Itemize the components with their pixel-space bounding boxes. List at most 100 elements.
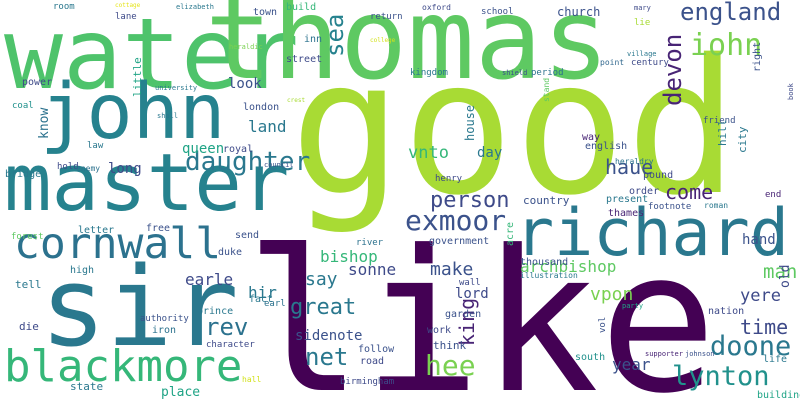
word: person xyxy=(430,188,509,213)
word: hee xyxy=(425,349,476,382)
word: inn xyxy=(304,34,322,45)
word: bridge xyxy=(5,169,41,180)
word: river xyxy=(356,238,384,248)
word: prince xyxy=(197,306,233,317)
word: send xyxy=(235,230,259,241)
word: book xyxy=(787,82,795,100)
word: footnote xyxy=(648,202,691,212)
word: day xyxy=(477,145,502,161)
word: college xyxy=(370,37,396,44)
word: johnson xyxy=(685,350,715,358)
word: london xyxy=(243,102,279,113)
word: earl xyxy=(264,299,286,309)
word: building xyxy=(757,390,800,400)
word: roman xyxy=(704,201,728,210)
word: party xyxy=(622,302,643,310)
word: heraldry xyxy=(615,157,654,166)
word: come xyxy=(665,180,713,204)
word: little xyxy=(131,57,144,97)
word: lord xyxy=(455,286,489,302)
word: sea xyxy=(321,14,349,57)
word: council xyxy=(264,161,294,169)
word: time xyxy=(740,315,788,339)
word: cornwall xyxy=(14,219,221,269)
word: long xyxy=(108,161,142,177)
word: high xyxy=(70,265,94,276)
word: illustration xyxy=(520,271,578,280)
word: crest xyxy=(287,97,305,104)
word: nation xyxy=(708,306,744,317)
word: exmoor xyxy=(405,204,506,237)
word: know xyxy=(37,108,52,139)
word: pound xyxy=(643,170,673,181)
word: john xyxy=(40,68,225,157)
word: lie xyxy=(634,18,650,28)
word: iohn xyxy=(690,28,762,63)
word: place xyxy=(161,385,200,400)
word: school xyxy=(481,7,514,17)
word: richard xyxy=(515,196,789,271)
word: character xyxy=(206,340,255,350)
word: hall xyxy=(242,375,261,384)
word: authority xyxy=(140,314,189,324)
word: tell xyxy=(15,278,42,291)
word: return xyxy=(370,12,403,22)
word: vol xyxy=(598,317,608,333)
word: enemy xyxy=(76,164,100,173)
word: end xyxy=(765,190,781,200)
word: elizabeth xyxy=(176,3,214,11)
word: king xyxy=(455,298,479,346)
word: sonne xyxy=(348,260,396,279)
word: royal xyxy=(223,144,253,155)
word: university xyxy=(155,84,197,92)
word: vnto xyxy=(408,143,449,163)
word: oxford xyxy=(422,3,451,12)
word: vpon xyxy=(590,284,633,305)
word: wall xyxy=(459,278,481,288)
word: man xyxy=(763,261,797,283)
word: way xyxy=(582,132,600,143)
word: shall xyxy=(157,112,178,120)
word: mary xyxy=(634,4,651,12)
word: country xyxy=(523,194,570,207)
word: say xyxy=(305,269,338,290)
word: south xyxy=(575,352,605,363)
word: lane xyxy=(115,12,137,22)
word: make xyxy=(430,259,473,280)
word: village xyxy=(627,50,657,58)
word: period xyxy=(531,68,564,78)
word: land xyxy=(248,117,287,136)
word: doone xyxy=(710,331,791,362)
word: stand xyxy=(542,78,551,102)
word: heraldic xyxy=(229,43,263,51)
word: hill xyxy=(716,120,729,147)
word: road xyxy=(360,356,384,367)
word: duke xyxy=(218,247,242,258)
word: daughter xyxy=(185,147,310,177)
word: right xyxy=(752,42,763,72)
word: queen xyxy=(182,141,224,157)
word: look xyxy=(228,76,262,92)
word: water xyxy=(4,0,299,112)
word: net xyxy=(305,343,348,371)
word: old xyxy=(778,265,793,288)
word: blackmore xyxy=(4,341,242,392)
word: archbishop xyxy=(520,257,616,276)
word: england xyxy=(680,0,781,26)
word: city xyxy=(736,126,749,153)
word: friend xyxy=(703,116,736,126)
word: bishop xyxy=(320,247,378,266)
word: letter xyxy=(78,225,114,236)
word: yere xyxy=(740,286,781,306)
word: sir xyxy=(40,243,239,371)
word: kingdom xyxy=(410,68,448,78)
word: power xyxy=(22,77,52,88)
word: cottage xyxy=(115,2,141,9)
word: free xyxy=(146,223,170,234)
word: church xyxy=(557,5,600,19)
word: henry xyxy=(435,174,463,184)
word: room xyxy=(53,2,75,12)
word: master xyxy=(4,137,289,229)
